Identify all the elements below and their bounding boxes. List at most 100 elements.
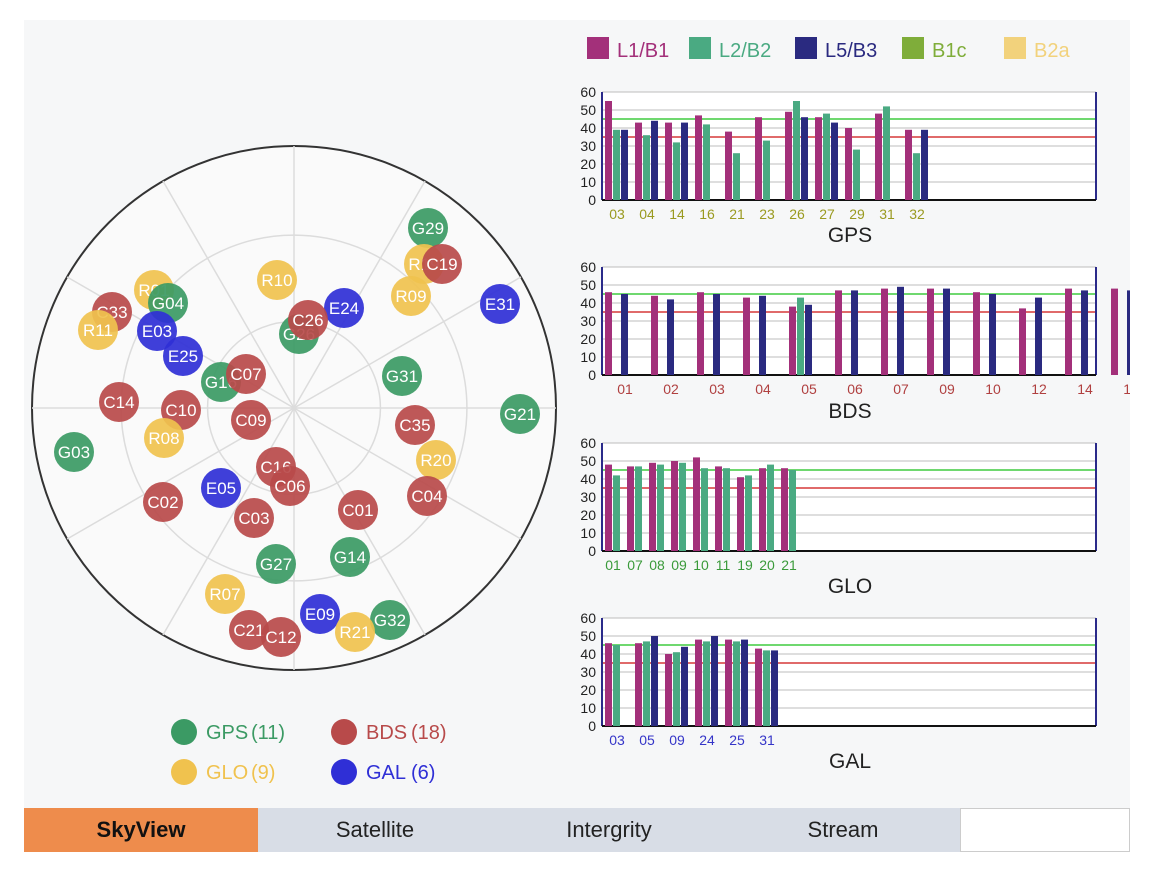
bar xyxy=(743,297,750,375)
satellite-marker[interactable]: E31 xyxy=(480,284,520,324)
satellite-marker[interactable]: G21 xyxy=(500,394,540,434)
satellite-marker[interactable]: G03 xyxy=(54,432,94,472)
y-tick-label: 20 xyxy=(580,156,596,172)
bar xyxy=(797,297,804,375)
satellite-marker[interactable]: R09 xyxy=(391,276,431,316)
satellite-id: G32 xyxy=(374,611,406,630)
satellite-id: R20 xyxy=(420,451,451,470)
satellite-marker[interactable]: G27 xyxy=(256,544,296,584)
satellite-marker[interactable]: C35 xyxy=(395,405,435,445)
legend-label: BDS xyxy=(366,722,407,744)
satellite-marker[interactable]: C14 xyxy=(99,382,139,422)
x-tick-label: 03 xyxy=(709,381,725,397)
y-tick-label: 30 xyxy=(580,138,596,154)
satellite-marker[interactable]: R11 xyxy=(78,310,118,350)
tab-satellite[interactable]: Satellite xyxy=(258,808,492,852)
satellite-id: R07 xyxy=(209,585,240,604)
y-tick-label: 50 xyxy=(580,628,596,644)
bar xyxy=(635,643,642,726)
satellite-marker[interactable]: G32 xyxy=(370,600,410,640)
satellite-dot xyxy=(226,354,266,394)
chart-glo: 0 10 20 30 40 50 60 01 07 08 09 10 11 19 20 21 GLO xyxy=(580,435,1097,598)
satellite-dot xyxy=(205,574,245,614)
signal-legend-item: L2/B2 xyxy=(689,37,771,62)
satellite-dot xyxy=(335,612,375,652)
azimuth-line xyxy=(293,407,522,540)
satellite-dot xyxy=(99,382,139,422)
legend-swatch xyxy=(331,719,357,745)
bar xyxy=(737,477,744,551)
bar xyxy=(695,639,702,726)
legend-item-bds: BDS (18) xyxy=(331,719,447,745)
satellite-marker[interactable]: C07 xyxy=(226,354,266,394)
satellite-marker[interactable]: R10 xyxy=(257,260,297,300)
bar xyxy=(701,468,708,551)
satellite-marker[interactable]: C06 xyxy=(270,466,310,506)
satellite-marker[interactable]: E05 xyxy=(201,468,241,508)
satellite-marker[interactable]: C03 xyxy=(234,498,274,538)
satellite-dot xyxy=(395,405,435,445)
satellite-dot xyxy=(407,476,447,516)
y-tick-label: 0 xyxy=(588,543,596,559)
x-tick-label: 10 xyxy=(693,557,709,573)
x-tick-label: 16 xyxy=(1123,381,1130,397)
bar xyxy=(649,462,656,551)
signal-legend-item: B2a xyxy=(1004,37,1070,62)
satellite-marker[interactable]: E03 xyxy=(137,311,177,351)
x-tick-label: 10 xyxy=(985,381,1001,397)
satellite-marker[interactable]: C21 xyxy=(229,610,269,650)
satellite-marker[interactable]: E24 xyxy=(324,288,364,328)
bar xyxy=(635,466,642,551)
satellite-marker[interactable]: R20 xyxy=(416,440,456,480)
satellite-marker[interactable]: G14 xyxy=(330,537,370,577)
satellite-dot xyxy=(330,537,370,577)
x-tick-label: 09 xyxy=(671,557,687,573)
bar xyxy=(851,290,858,375)
satellite-marker[interactable]: R07 xyxy=(205,574,245,614)
satellite-dot xyxy=(144,418,184,458)
bar xyxy=(759,468,766,551)
satellite-marker[interactable]: C19 xyxy=(422,244,462,284)
satellite-dot xyxy=(143,482,183,522)
tab-stream[interactable]: Stream xyxy=(726,808,960,852)
bar xyxy=(621,294,628,375)
satellite-marker[interactable]: C09 xyxy=(231,400,271,440)
bar xyxy=(697,292,704,375)
bar xyxy=(605,464,612,551)
satellite-marker[interactable]: C02 xyxy=(143,482,183,522)
satellite-marker[interactable]: E25 xyxy=(163,336,203,376)
bar xyxy=(605,101,612,200)
bar xyxy=(1127,290,1134,375)
satellite-marker[interactable]: C04 xyxy=(407,476,447,516)
satellite-id: C03 xyxy=(238,509,269,528)
x-tick-label: 21 xyxy=(781,557,797,573)
satellite-marker[interactable]: C01 xyxy=(338,490,378,530)
satellite-marker[interactable]: G29 xyxy=(408,208,448,248)
x-tick-label: 07 xyxy=(627,557,643,573)
satellite-id: R08 xyxy=(148,429,179,448)
tab-skyview[interactable]: SkyView xyxy=(24,808,258,852)
bar xyxy=(605,643,612,726)
satellite-marker[interactable]: C12 xyxy=(261,617,301,657)
satellite-markers: G29R19C19R10E24R09E31C33R01G04R11E03E25G… xyxy=(54,208,540,657)
satellite-dot xyxy=(370,600,410,640)
satellite-marker[interactable]: G31 xyxy=(382,356,422,396)
y-tick-label: 10 xyxy=(580,525,596,541)
satellite-marker[interactable]: R08 xyxy=(144,418,184,458)
satellite-marker[interactable]: E09 xyxy=(300,594,340,634)
y-tick-label: 60 xyxy=(580,610,596,626)
tab-spacer xyxy=(960,808,1130,852)
x-tick-label: 02 xyxy=(663,381,679,397)
y-tick-label: 30 xyxy=(580,313,596,329)
bar xyxy=(1065,288,1072,375)
bar xyxy=(733,153,740,200)
x-tick-label: 06 xyxy=(847,381,863,397)
x-tick-label: 31 xyxy=(879,206,895,222)
x-tick-label: 04 xyxy=(755,381,771,397)
y-tick-label: 60 xyxy=(580,259,596,275)
satellite-marker[interactable]: C26 xyxy=(288,300,328,340)
y-tick-label: 20 xyxy=(580,682,596,698)
x-tick-label: 23 xyxy=(759,206,775,222)
tab-intergrity[interactable]: Intergrity xyxy=(492,808,726,852)
satellite-marker[interactable]: R21 xyxy=(335,612,375,652)
